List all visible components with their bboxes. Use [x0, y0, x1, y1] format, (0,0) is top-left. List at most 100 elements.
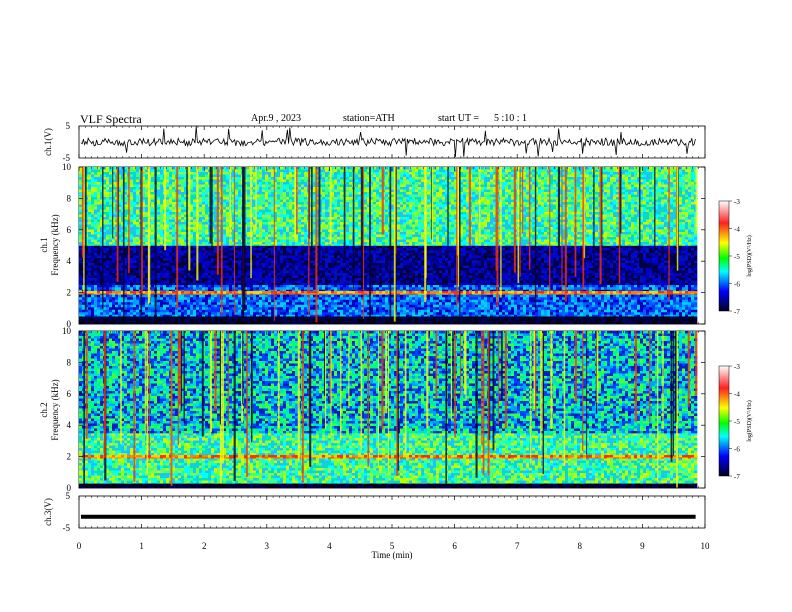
spectrogram-cell	[499, 324, 502, 325]
spectrogram-cell	[247, 281, 250, 284]
spectrogram-cell	[112, 321, 115, 324]
spectrogram-cell	[556, 291, 559, 294]
spectrogram-cell	[421, 295, 424, 298]
spectrogram-cell	[268, 294, 271, 295]
spectrogram-cell	[79, 278, 82, 281]
spectrogram-cell	[193, 266, 196, 269]
spectrogram-cell	[418, 307, 421, 310]
spectrogram-cell	[235, 300, 238, 303]
spectrogram-cell	[385, 295, 388, 298]
spectrogram-cell	[460, 305, 463, 308]
spectrogram-cell	[226, 278, 229, 281]
spectrogram-cell	[376, 316, 379, 319]
spectrogram-cell	[292, 305, 295, 308]
spectrogram-cell	[337, 302, 340, 305]
spectrogram-cell	[547, 295, 550, 298]
spectrogram-cell	[526, 295, 529, 298]
spectrogram-cell	[688, 310, 691, 313]
spectrogram-cell	[163, 319, 166, 322]
spectrogram-cell	[124, 321, 127, 324]
spectrogram-cell	[682, 291, 685, 294]
spectrogram-cell	[514, 300, 517, 303]
spectrogram-cell	[106, 300, 109, 303]
spectrogram-cell	[664, 305, 667, 308]
spectrogram-cell	[79, 321, 82, 324]
spectrogram-cell	[451, 310, 454, 313]
spectrogram-cell	[283, 287, 286, 290]
spectrogram-cell	[238, 258, 241, 261]
spectrogram-cell	[97, 302, 100, 305]
spectrogram-cell	[403, 295, 406, 298]
spectrogram-cell	[658, 307, 661, 310]
spectrogram-cell	[640, 316, 643, 319]
spectrogram-cell	[145, 246, 148, 249]
spectrogram-cell	[646, 285, 649, 288]
spectrogram-cell	[568, 321, 571, 324]
spectrogram-cell	[508, 319, 511, 322]
spectrogram-cell	[442, 319, 445, 322]
spectrogram-cell	[436, 291, 439, 294]
spectrogram-cell	[430, 324, 433, 325]
spectrogram-cell	[163, 258, 166, 261]
spectrogram-cell	[181, 268, 184, 271]
spectrogram-cell	[103, 246, 106, 249]
spectrogram-cell	[256, 294, 259, 295]
spectrogram-cell	[550, 295, 553, 298]
spectrogram-cell	[391, 294, 394, 295]
spectrogram-cell	[544, 297, 547, 300]
spectrogram-cell	[460, 321, 463, 324]
spectrogram-cell	[502, 300, 505, 303]
spectrogram-cell	[577, 316, 580, 319]
spectrogram-cell	[427, 294, 430, 295]
spectrogram-cell	[217, 319, 220, 322]
spectrogram-cell	[151, 263, 154, 266]
spectrogram-cell	[658, 302, 661, 305]
spectrogram-cell	[610, 324, 613, 325]
spectrogram-cell	[229, 294, 232, 295]
spectrogram-cell	[376, 312, 379, 315]
spectrogram-cell	[670, 321, 673, 324]
spectrogram-cell	[157, 281, 160, 284]
spectrogram-cell	[403, 297, 406, 300]
spectrogram-cell	[316, 324, 319, 325]
spectrogram-cell	[601, 287, 604, 290]
spectrogram-cell	[91, 283, 94, 285]
spectrogram-cell	[178, 256, 181, 259]
spectrogram-cell	[100, 315, 103, 317]
spectrogram-cell	[178, 305, 181, 308]
spectrogram-cell	[94, 278, 97, 281]
spectrogram-cell	[616, 321, 619, 324]
spectrogram-cell	[691, 307, 694, 310]
spectrogram-cell	[400, 319, 403, 322]
spectrogram-cell	[565, 324, 568, 325]
spectrogram-cell	[328, 310, 331, 313]
spectrogram-cell	[481, 319, 484, 322]
spectrogram-cell	[178, 268, 181, 271]
spectrogram-cell	[235, 295, 238, 298]
spectrogram-cell	[253, 268, 256, 271]
spectrogram-cell	[121, 319, 124, 322]
spectrogram-cell	[355, 291, 358, 294]
spectrogram-cell	[169, 315, 172, 317]
spectrogram-cell	[184, 294, 187, 295]
spectrogram-cell	[151, 312, 154, 315]
spectrogram-cell	[268, 319, 271, 322]
spectrogram-cell	[385, 300, 388, 303]
spectrogram-cell	[325, 321, 328, 324]
spectrogram-cell	[538, 291, 541, 294]
spectrogram-cell	[448, 315, 451, 317]
spectrogram-cell	[511, 315, 514, 317]
spectrogram-cell	[97, 256, 100, 259]
spectrogram-cell	[271, 312, 274, 315]
spectrogram-cell	[637, 291, 640, 294]
spectrogram-cell	[646, 297, 649, 300]
spectrogram-cell	[607, 316, 610, 319]
spectrogram-cell	[208, 285, 211, 288]
spectrogram-cell	[436, 316, 439, 319]
spectrogram-cell	[352, 315, 355, 317]
spectrogram-cell	[595, 315, 598, 317]
spectrogram-cell	[658, 312, 661, 315]
spectrogram-cell	[424, 321, 427, 324]
spectrogram-cell	[256, 268, 259, 271]
spectrogram-cell	[127, 276, 130, 279]
